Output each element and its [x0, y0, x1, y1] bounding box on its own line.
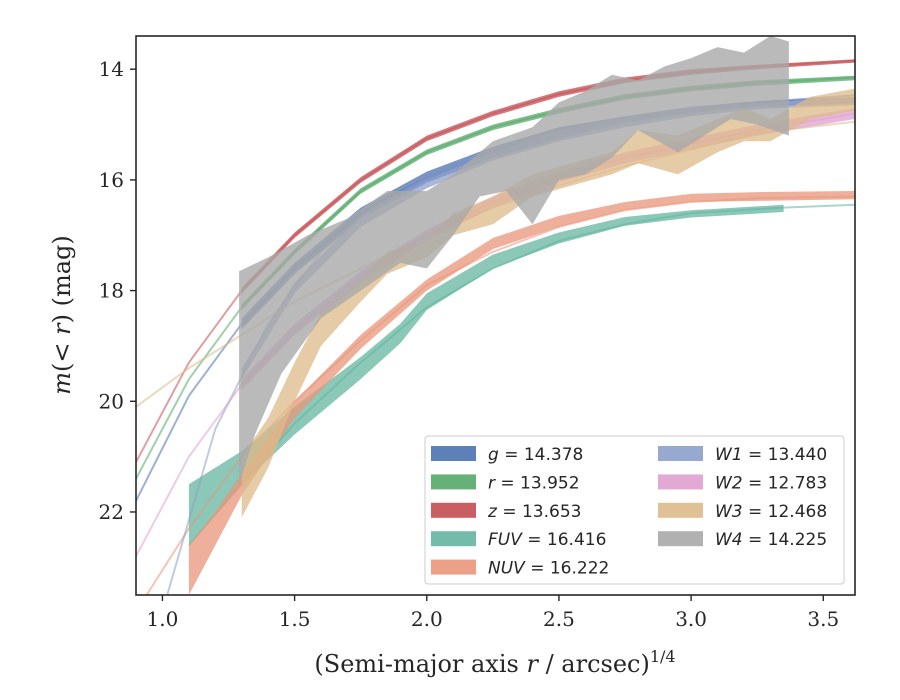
x-tick-label: 2.5: [543, 607, 575, 631]
legend-swatch-r: [431, 474, 476, 490]
legend-label-z: z = 13.653: [487, 502, 581, 522]
y-tick-label: 18: [99, 279, 124, 303]
legend: g = 14.378 r = 13.952 z = 13.653 FUV = 16.4…: [424, 435, 845, 585]
legend-box: [424, 435, 845, 585]
x-tick-label: 1.5: [279, 607, 311, 631]
plot-frame: [135, 35, 856, 596]
legend-swatch-nuv: [431, 559, 476, 575]
legend-label-nuv: NUV = 16.222: [488, 559, 609, 579]
legend-label-w2: W2 = 12.783: [715, 473, 827, 493]
y-tick-label: 14: [99, 57, 124, 81]
x-tick-label: 3.0: [675, 607, 707, 631]
legend-swatch-fuv: [431, 531, 476, 547]
legend-swatch-w3: [658, 502, 703, 518]
legend-label-r: r = 13.952: [488, 473, 580, 493]
legend-swatch-w1: [658, 446, 703, 461]
y-tick-label: 20: [99, 389, 124, 413]
legend-swatch-g: [431, 446, 476, 461]
y-tick-label: 22: [99, 500, 124, 524]
y-axis-title: m(< r) (mag): [48, 235, 76, 395]
x-axis-title: (Semi-major axis r / arcsec)1/4: [314, 647, 675, 678]
x-tick-label: 2.0: [411, 607, 443, 631]
axis-ticks: 1.0 1.5 2.0 2.5 3.0 3.5 14 16 18 20 22: [99, 57, 840, 631]
legend-label-w3: W3 = 12.468: [715, 502, 827, 522]
legend-swatch-z: [431, 502, 476, 518]
series-nuv-model-line: [145, 195, 855, 595]
legend-swatch-w2: [658, 474, 703, 490]
series-z-band: [241, 59, 855, 294]
legend-label-w4: W4 = 14.225: [715, 530, 827, 550]
legend-label-w1: W1 = 13.440: [715, 445, 827, 465]
legend-label-fuv: FUV = 16.416: [488, 530, 606, 550]
series-w4-band: [239, 36, 789, 485]
y-tick-label: 16: [99, 168, 124, 192]
legend-swatch-w4: [658, 531, 703, 547]
x-tick-label: 1.0: [147, 607, 179, 631]
x-tick-label: 3.5: [807, 607, 839, 631]
legend-label-g: g = 14.378: [488, 445, 583, 465]
plot-area: [136, 36, 855, 595]
